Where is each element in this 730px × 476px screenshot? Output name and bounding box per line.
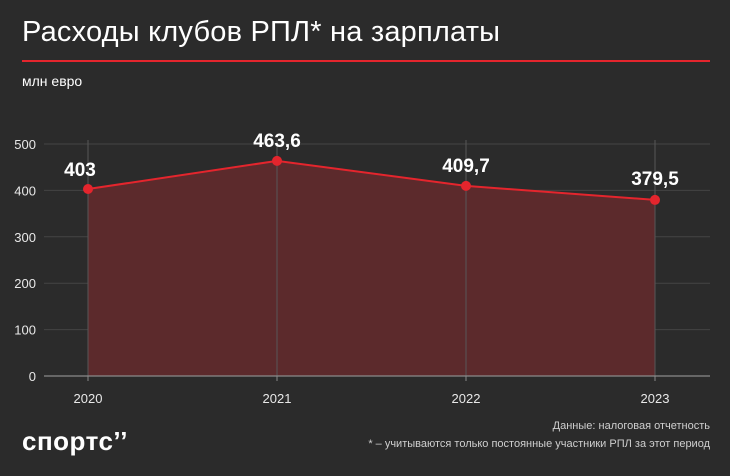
series-line [87,159,656,201]
y-tick-label: 300 [14,230,36,245]
x-tick-label: 2022 [452,391,481,406]
y-tick-label: 0 [29,369,36,384]
area-fill [88,160,655,376]
y-tick-label: 500 [14,137,36,152]
data-label: 409,7 [442,156,490,177]
data-point [461,180,471,191]
footnote: * – учитываются только постоянные участн… [368,438,710,450]
data-point [83,184,93,195]
data-label: 463,6 [253,131,301,152]
y-tick-label: 200 [14,276,36,291]
x-tick-label: 2023 [641,391,670,406]
y-tick-label: 400 [14,183,36,198]
data-label: 403 [64,160,96,181]
unit-label: млн евро [22,73,83,89]
x-tick-label: 2020 [74,391,103,406]
title-divider [22,60,710,62]
x-tick-label: 2021 [263,391,292,406]
y-tick-label: 100 [14,323,36,338]
sports-logo: спортс’’ [22,426,128,456]
data-label: 379,5 [631,169,679,190]
data-point [650,194,660,205]
page-title: Расходы клубов РПЛ* на зарплаты [22,16,501,48]
source-note: Данные: налоговая отчетность [552,420,710,432]
data-point [272,155,282,166]
